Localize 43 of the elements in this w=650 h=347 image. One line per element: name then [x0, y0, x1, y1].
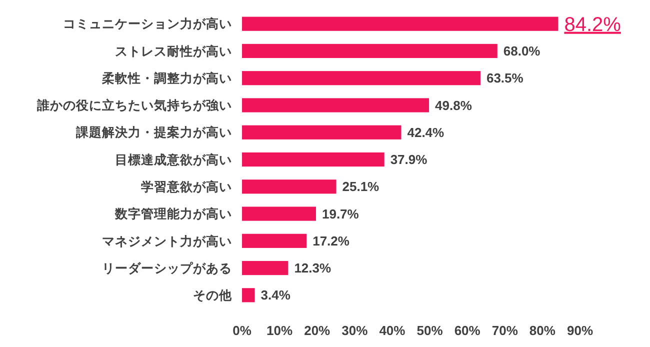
bar: [242, 16, 558, 31]
data-label: 84.2%: [564, 14, 622, 36]
y-tick-label: リーダーシップがある: [102, 260, 232, 276]
y-tick-label: 柔軟性・調整力が高い: [101, 70, 232, 86]
y-tick-label: ストレス耐性が高い: [115, 43, 232, 58]
data-label: 25.1%: [342, 179, 380, 194]
bar: [242, 260, 288, 276]
bar: [242, 206, 316, 221]
y-tick-label: 学習意欲が高い: [141, 179, 232, 194]
data-label: 37.9%: [390, 152, 428, 168]
bar: [242, 288, 255, 302]
data-label: 63.5%: [486, 70, 524, 86]
x-tick-label: 80%: [529, 323, 556, 338]
x-tick-label: 50%: [416, 323, 444, 338]
data-label: 17.2%: [312, 233, 350, 248]
data-label: 42.4%: [407, 124, 445, 140]
x-tick-label: 10%: [266, 323, 293, 338]
y-tick-label: 目標達成意欲が高い: [115, 152, 232, 167]
data-label: 12.3%: [294, 260, 332, 276]
bar: [242, 125, 402, 140]
data-label: 68.0%: [503, 44, 541, 59]
y-tick-label: コミュニケーション力が高い: [63, 16, 232, 32]
y-tick-label: 課題解決力・提案力が高い: [75, 124, 232, 140]
bar: [242, 152, 384, 167]
x-tick-label: 40%: [379, 323, 406, 338]
bar: [242, 180, 336, 194]
bar: [242, 234, 307, 248]
y-tick-label: その他: [193, 288, 233, 303]
y-tick-label: マネジメント力が高い: [102, 233, 232, 248]
bar: [242, 44, 498, 58]
y-tick-label: 数字管理能力が高い: [114, 206, 232, 222]
data-label: 49.8%: [435, 98, 472, 113]
y-tick-label: 誰かの役に立ちたい気持ちが強い: [36, 98, 232, 113]
x-tick-label: 0%: [232, 323, 252, 338]
bar: [242, 98, 430, 112]
x-tick-label: 90%: [566, 323, 594, 338]
x-tick-label: 30%: [342, 323, 368, 338]
x-tick-label: 20%: [304, 323, 331, 338]
data-label: 19.7%: [322, 206, 360, 222]
x-tick-label: 70%: [492, 323, 518, 338]
x-tick-label: 60%: [454, 323, 481, 338]
data-label: 3.4%: [260, 288, 291, 303]
bar: [242, 71, 480, 86]
